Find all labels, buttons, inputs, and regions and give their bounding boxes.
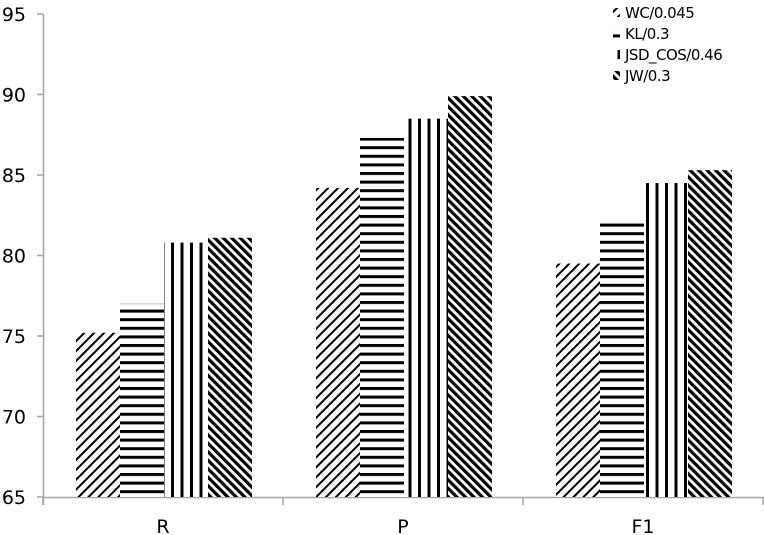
bar-jw-0-3-r [208,237,252,498]
axes: 65 70 75 80 85 90 95 R P F1 [2,4,764,535]
y-tick-label: 90 [2,85,26,107]
x-category-label: P [397,516,408,535]
bars [76,96,732,498]
bar-kl-0-3-f1 [600,223,645,498]
y-tick-label: 65 [2,487,26,509]
legend-label: KL/0.3 [625,25,669,43]
legend-label: WC/0.045 [625,4,694,22]
bar-jw-0-3-p [448,96,492,498]
legend-item: WC/0.045 [613,4,695,22]
x-category-label: R [156,516,169,535]
legend-swatch-icon [613,50,620,59]
bar-jsd-cos-0-46-r [164,242,209,497]
legend-item: JW/0.3 [613,67,671,85]
y-tick-label: 85 [2,165,26,187]
bar-wc-0-045-p [316,187,361,497]
y-tick-label: 70 [2,407,26,429]
bar-jw-0-3-f1 [688,170,732,498]
legend-swatch-icon [613,71,620,80]
bar-jsd-cos-0-46-f1 [644,183,689,498]
bar-kl-0-3-p [360,137,405,497]
legend: WC/0.045 KL/0.3 JSD_COS/0.46 JW/0.3 [613,4,723,85]
legend-swatch-icon [613,29,620,38]
legend-label: JW/0.3 [624,67,670,85]
legend-label: JSD_COS/0.46 [624,46,722,65]
x-category-label: F1 [631,516,654,535]
bar-jsd-cos-0-46-p [404,118,449,498]
bar-wc-0-045-f1 [556,263,601,497]
legend-item: JSD_COS/0.46 [613,46,723,65]
y-tick-label: 80 [2,246,26,268]
legend-item: KL/0.3 [613,25,670,43]
y-tick-label: 95 [2,4,26,26]
bar-kl-0-3-r [120,303,165,497]
bar-wc-0-045-r [76,332,121,497]
y-tick-label: 75 [2,326,26,348]
legend-swatch-icon [613,8,620,17]
